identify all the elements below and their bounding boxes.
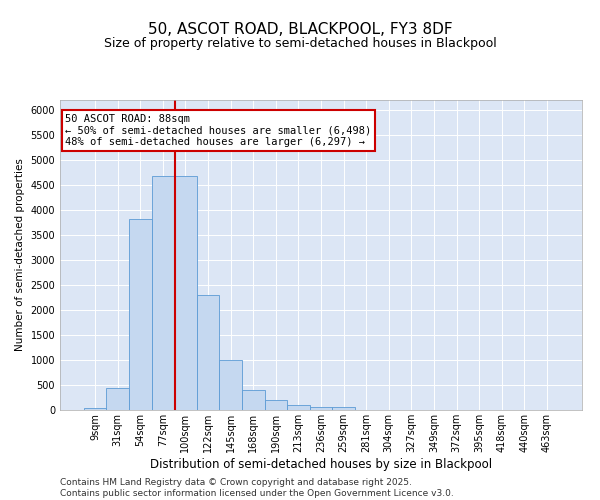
- Bar: [220, 360, 242, 410]
- Text: 50 ASCOT ROAD: 88sqm
← 50% of semi-detached houses are smaller (6,498)
48% of se: 50 ASCOT ROAD: 88sqm ← 50% of semi-detac…: [65, 114, 371, 147]
- Bar: [84, 408, 106, 410]
- Bar: [174, 176, 197, 410]
- Y-axis label: Number of semi-detached properties: Number of semi-detached properties: [15, 158, 25, 352]
- Bar: [242, 390, 265, 410]
- X-axis label: Distribution of semi-detached houses by size in Blackpool: Distribution of semi-detached houses by …: [150, 458, 492, 470]
- Text: 50, ASCOT ROAD, BLACKPOOL, FY3 8DF: 50, ASCOT ROAD, BLACKPOOL, FY3 8DF: [148, 22, 452, 38]
- Bar: [106, 388, 129, 410]
- Bar: [265, 400, 287, 410]
- Bar: [129, 219, 152, 410]
- Bar: [152, 176, 174, 410]
- Text: Size of property relative to semi-detached houses in Blackpool: Size of property relative to semi-detach…: [104, 38, 496, 51]
- Text: Contains HM Land Registry data © Crown copyright and database right 2025.
Contai: Contains HM Land Registry data © Crown c…: [60, 478, 454, 498]
- Bar: [197, 295, 220, 410]
- Bar: [332, 407, 355, 410]
- Bar: [310, 406, 332, 410]
- Bar: [287, 405, 310, 410]
